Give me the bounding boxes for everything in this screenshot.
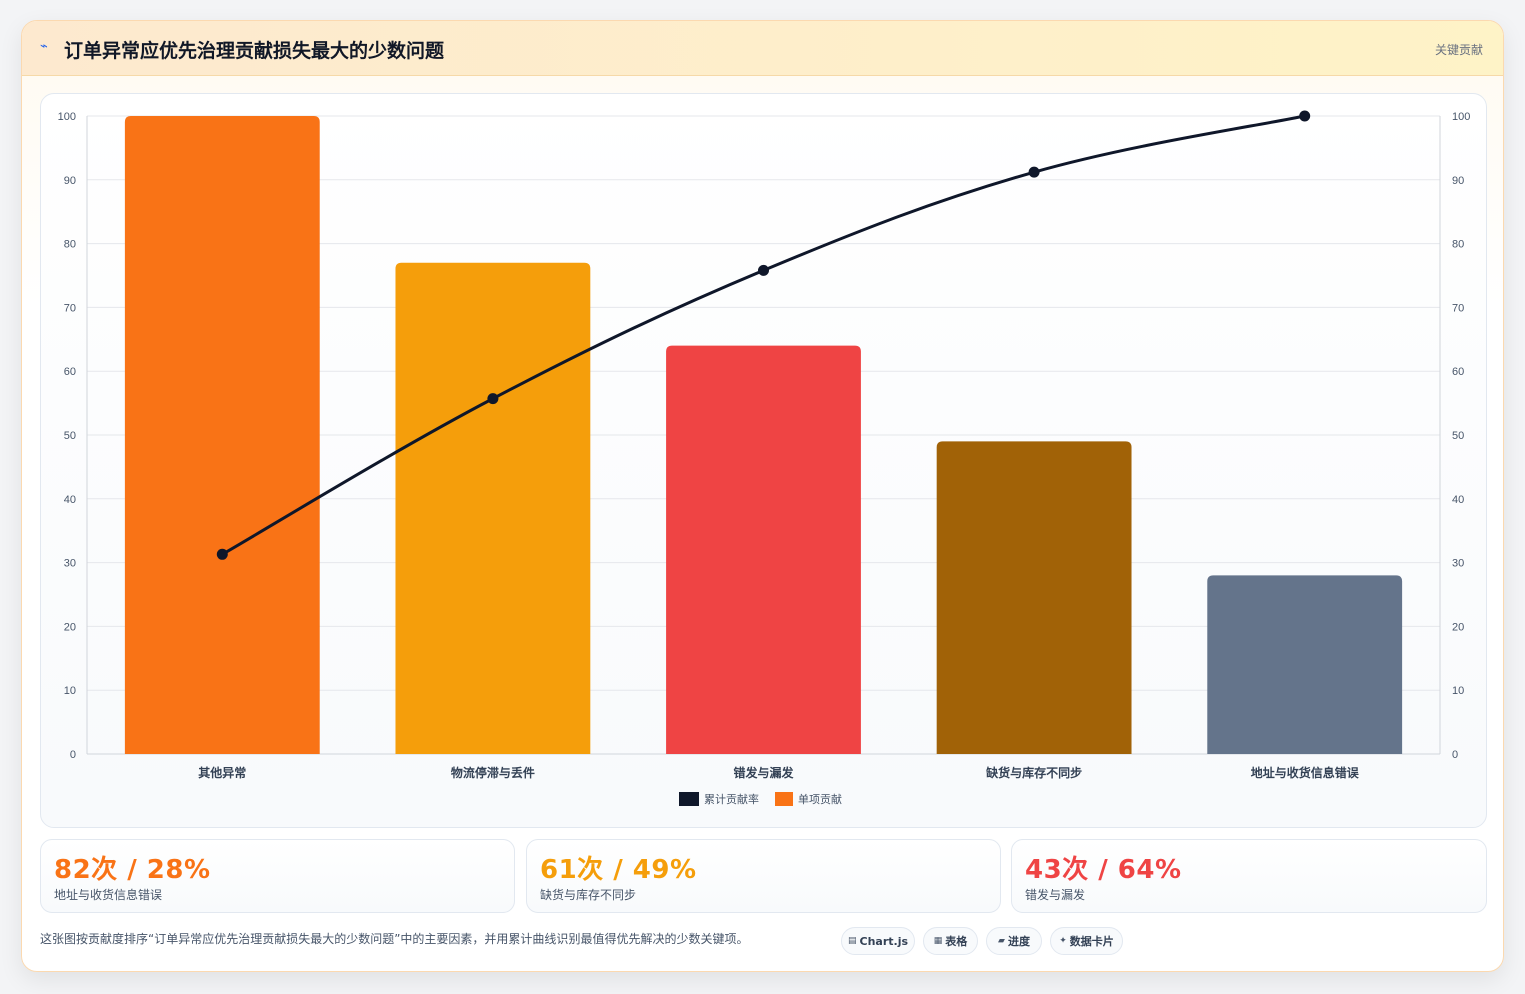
y2-tick-label: 30: [1452, 558, 1464, 570]
line-point: [1028, 166, 1040, 178]
y2-tick-label: 80: [1452, 239, 1464, 251]
stat-label: 错发与漏发: [1025, 888, 1086, 902]
table-icon: ▦: [933, 936, 943, 946]
bar: [666, 345, 861, 754]
y-tick-label: 50: [64, 430, 76, 442]
stat-card-2: 61次 / 49% 缺货与库存不同步: [526, 839, 1001, 913]
legend-label: 单项贡献: [798, 792, 842, 806]
stat-value: 61次 / 49%: [540, 855, 697, 885]
chip-progress[interactable]: ▰ 进度: [986, 927, 1042, 955]
y2-tick-label: 50: [1452, 430, 1464, 442]
y-tick-label: 40: [64, 494, 76, 506]
y-tick-label: 10: [64, 685, 76, 697]
y-tick-label: 20: [64, 621, 76, 633]
chip-data-card[interactable]: ✦ 数据卡片: [1050, 927, 1123, 955]
progress-icon: ▰: [998, 936, 1005, 946]
x-tick-label: 地址与收货信息错误: [1251, 765, 1360, 780]
chart-container: 0 0 10 10 20 20 30 30 40 40 50 50 60 60 70 70 80 80 90 90 10…: [40, 93, 1487, 828]
y-tick-label: 60: [64, 366, 76, 378]
chip-label: Chart.js: [859, 934, 909, 948]
x-tick-label: 其他异常: [198, 765, 246, 780]
line-point: [216, 548, 228, 560]
page-title: 订单异常应优先治理贡献损失最大的少数问题: [64, 40, 445, 62]
y-tick-label: 80: [64, 239, 76, 251]
y-tick-label: 0: [70, 749, 76, 761]
y-tick-label: 90: [64, 175, 76, 187]
x-tick-label: 缺货与库存不同步: [986, 765, 1082, 780]
y2-tick-label: 0: [1452, 749, 1458, 761]
y2-tick-label: 60: [1452, 366, 1464, 378]
stat-label: 缺货与库存不同步: [540, 888, 637, 902]
stat-card-3: 43次 / 64% 错发与漏发: [1011, 839, 1487, 913]
chip-label: 数据卡片: [1069, 935, 1114, 948]
chip-label: 进度: [1007, 935, 1030, 948]
x-tick-label: 错发与漏发: [733, 765, 794, 780]
y-tick-label: 100: [58, 111, 76, 123]
line-point: [1299, 110, 1311, 122]
y2-tick-label: 20: [1452, 621, 1464, 633]
main-card: ⌁ 订单异常应优先治理贡献损失最大的少数问题 关键贡献 0 0 10 10 20 20 30…: [21, 20, 1504, 972]
y2-tick-label: 100: [1452, 111, 1470, 123]
legend-swatch-line: [679, 792, 699, 806]
stat-label: 地址与收货信息错误: [54, 888, 163, 902]
y-tick-label: 30: [64, 558, 76, 570]
lightning-icon: ⌁: [40, 39, 48, 54]
card-header: ⌁ 订单异常应优先治理贡献损失最大的少数问题 关键贡献: [22, 21, 1503, 76]
y-tick-label: 70: [64, 302, 76, 314]
line-point: [487, 393, 499, 405]
bar: [124, 116, 320, 754]
line-point: [758, 264, 769, 276]
chip-chartjs[interactable]: ▤ Chart.js: [841, 927, 915, 955]
stat-value: 82次 / 28%: [54, 855, 211, 885]
pareto-chart: 0 0 10 10 20 20 30 30 40 40 50 50 60 60 70 70 80 80 90 90 10…: [58, 110, 1470, 806]
bar: [395, 262, 591, 754]
stat-value: 43次 / 64%: [1025, 855, 1182, 885]
bar: [936, 441, 1132, 754]
legend-swatch-bar: [775, 792, 793, 806]
stat-card-1: 82次 / 28% 地址与收货信息错误: [40, 839, 515, 913]
header-tag[interactable]: 关键贡献: [1434, 43, 1483, 57]
legend-label: 累计贡献率: [704, 792, 759, 806]
y2-tick-label: 10: [1452, 685, 1464, 697]
y2-tick-label: 70: [1452, 302, 1464, 314]
y2-tick-label: 40: [1452, 494, 1464, 506]
bar: [1207, 575, 1403, 754]
sparkle-icon: ✦: [1059, 936, 1067, 946]
chart-description: 这张图按贡献度排序“订单异常应优先治理贡献损失最大的少数问题”中的主要因素，并用…: [40, 932, 749, 946]
y2-tick-label: 90: [1452, 175, 1464, 187]
chip-label: 表格: [945, 935, 968, 948]
x-tick-label: 物流停滞与丢件: [451, 765, 535, 780]
chart-icon: ▤: [847, 936, 857, 946]
chip-table[interactable]: ▦ 表格: [923, 927, 978, 955]
